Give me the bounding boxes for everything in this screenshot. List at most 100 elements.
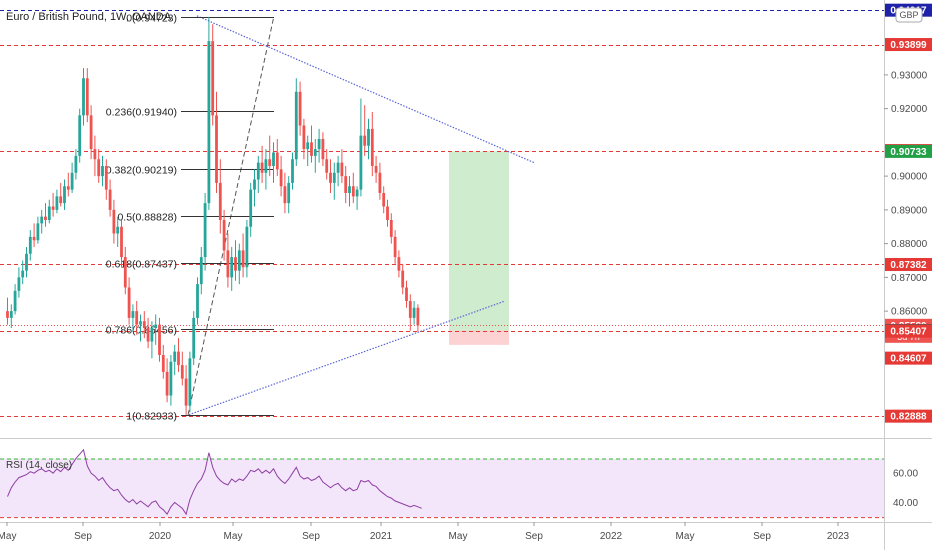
time-tick-label: Sep	[753, 531, 771, 542]
rsi-tick-label: 60.00	[893, 469, 918, 480]
price-tag: 0.90733	[885, 144, 932, 158]
trendlines	[185, 15, 535, 417]
price-tick-label: 0.87000	[891, 273, 928, 284]
candle	[28, 230, 32, 261]
candle-body	[218, 182, 222, 220]
candle	[47, 199, 51, 224]
candle	[13, 284, 17, 315]
candle	[184, 365, 188, 415]
candle	[55, 189, 59, 214]
candle-body	[66, 186, 70, 190]
candle-body	[355, 189, 359, 197]
candle	[139, 314, 142, 342]
candle	[351, 172, 355, 204]
candle-body	[120, 226, 123, 258]
candle-body	[302, 125, 306, 150]
candles	[6, 16, 420, 415]
candle	[154, 314, 158, 345]
candle	[32, 223, 36, 247]
candle-body	[180, 365, 184, 379]
candle-body	[279, 169, 283, 187]
candle	[192, 311, 196, 366]
candle	[386, 199, 389, 227]
candle-body	[253, 179, 256, 190]
candle	[116, 216, 120, 247]
candle	[253, 169, 256, 207]
price-tag-label: 0.90733	[890, 147, 927, 158]
candle-body	[51, 206, 55, 210]
candle-body	[317, 139, 321, 150]
currency-badge[interactable]: GBP	[895, 7, 923, 23]
rsi-band	[0, 458, 884, 518]
candle	[207, 16, 211, 210]
candle-body	[332, 172, 336, 183]
candle	[374, 155, 378, 183]
candle	[336, 155, 340, 187]
candle-body	[177, 351, 180, 366]
candle-body	[36, 223, 40, 241]
rsi-line	[7, 448, 422, 516]
candle-body	[367, 128, 370, 146]
candle-body	[363, 135, 367, 146]
time-tick-label: May	[224, 531, 243, 542]
candle	[275, 139, 279, 177]
candle-body	[116, 226, 120, 234]
candle-body	[283, 186, 287, 204]
candle	[93, 135, 97, 177]
candle	[104, 159, 108, 200]
candle-body	[70, 172, 74, 190]
candle-body	[25, 253, 28, 271]
candle	[222, 209, 226, 261]
ascending-trendline	[185, 300, 506, 417]
candle	[272, 142, 275, 183]
candle-body	[85, 78, 89, 116]
candle-body	[412, 307, 416, 318]
candle	[203, 193, 207, 271]
candle-body	[165, 371, 169, 396]
candle	[173, 344, 177, 376]
candle	[367, 118, 370, 160]
price-tick-label: 0.92000	[891, 104, 928, 115]
candle-body	[89, 115, 93, 150]
candle	[291, 152, 294, 190]
time-axis: May Sep 2020 May Sep 2021 May Sep 2022 May Sep 2023	[0, 522, 850, 542]
candle-body	[78, 115, 82, 156]
candle-body	[260, 162, 264, 173]
candle-body	[264, 159, 268, 173]
candle-body	[306, 142, 310, 150]
price-tag: 0.84607	[885, 351, 932, 365]
fib-level-label: 0.618(0.87437)	[106, 259, 177, 271]
candle-body	[313, 149, 317, 156]
candle-body	[207, 41, 211, 204]
chart-title: Euro / British Pound, 1W, OANDA	[6, 11, 172, 23]
candle	[59, 182, 63, 207]
candle	[66, 172, 70, 197]
candle	[283, 172, 287, 214]
price-tag-bg	[885, 144, 932, 158]
candle-body	[234, 257, 237, 271]
candle	[298, 81, 302, 136]
time-tick-label: May	[0, 531, 16, 542]
candle	[196, 277, 199, 325]
candle	[123, 247, 127, 295]
candle	[161, 344, 165, 379]
price-tag-label: 0.82888	[890, 412, 927, 423]
candle	[218, 159, 222, 234]
candle-body	[401, 270, 405, 288]
candle-body	[237, 250, 241, 271]
candle-body	[108, 189, 112, 210]
candle	[78, 108, 82, 163]
candle-body	[268, 159, 272, 166]
candle	[211, 24, 215, 126]
price-tick-label: 0.88000	[891, 239, 928, 250]
candle	[89, 105, 93, 160]
candle-body	[397, 257, 401, 271]
candle-body	[321, 139, 325, 160]
candle-body	[55, 196, 59, 210]
candle-body	[6, 311, 9, 318]
price-tick-label: 0.86000	[891, 307, 928, 318]
candle-body	[199, 257, 203, 285]
price-tag-label: 0.84607	[890, 354, 927, 365]
candle	[108, 179, 112, 217]
